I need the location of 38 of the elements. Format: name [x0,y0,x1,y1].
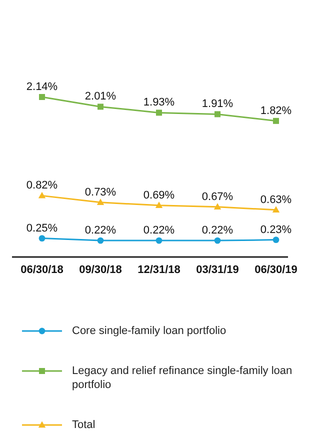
point [214,237,221,244]
x-tick-label: 03/31/19 [196,264,239,276]
data-label: 1.91% [202,98,234,110]
data-label: 0.73% [84,186,116,198]
point [155,202,163,208]
data-label: 0.22% [143,224,175,237]
legend-label: Total [72,418,96,432]
data-label: 0.23% [260,224,292,236]
data-label: 0.22% [84,224,116,237]
point [96,198,104,206]
legend-label: Core single-family loan portfolio [72,324,228,338]
point [272,236,280,244]
point [98,104,104,110]
legend-label: Legacy and relief refinance single-family loan portfolio [72,364,294,392]
data-label: 0.67% [202,190,234,203]
point [38,235,46,242]
point [38,192,46,198]
data-label: 0.63% [260,194,292,206]
point [156,237,162,244]
point [39,94,45,100]
point [272,206,280,212]
point [273,118,279,124]
data-label: 1.93% [143,96,175,109]
data-label: 2.14% [26,81,58,93]
data-label: 0.82% [26,180,58,192]
x-tick-label: 12/31/18 [138,264,180,276]
data-label: 0.22% [202,224,234,237]
x-tick-label: 06/30/18 [20,264,64,276]
point [97,237,104,244]
data-label: 1.82% [260,104,292,117]
data-label: 0.69% [143,189,175,202]
x-tick-label: 09/30/18 [79,264,122,276]
data-label: 0.25% [26,222,58,234]
point [214,203,222,210]
x-tick-label: 06/30/19 [254,264,298,276]
point [156,110,162,116]
point [214,111,220,118]
data-label: 2.01% [84,90,116,103]
